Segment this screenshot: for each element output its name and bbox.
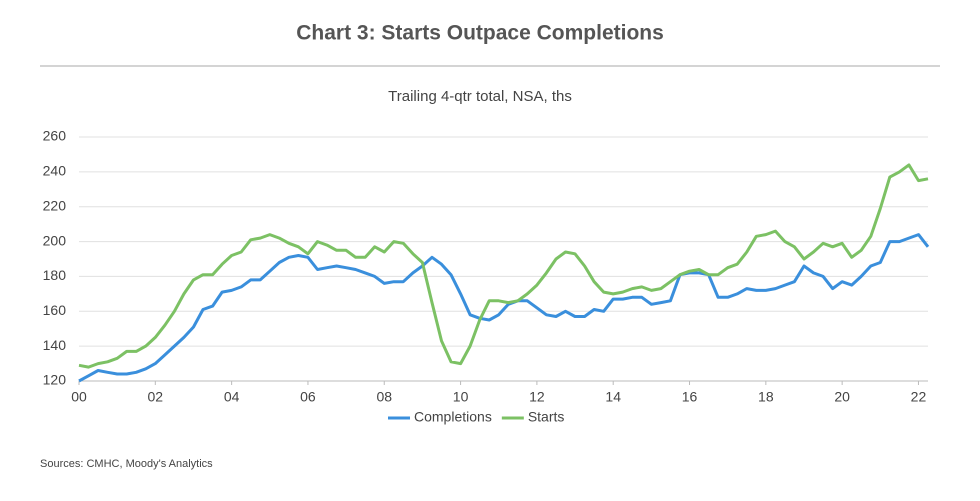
y-tick-label: 200: [43, 232, 67, 248]
x-tick-label: 08: [376, 389, 392, 405]
x-tick-label: 12: [529, 389, 545, 405]
x-tick-label: 14: [605, 389, 621, 405]
source-note: Sources: CMHC, Moody's Analytics: [40, 458, 213, 470]
x-tick-label: 10: [453, 389, 469, 405]
x-tick-label: 16: [682, 389, 698, 405]
x-tick-label: 18: [758, 389, 774, 405]
x-tick-label: 22: [911, 389, 927, 405]
chart-subtitle: Trailing 4-qtr total, NSA, ths: [388, 88, 572, 105]
series-line: [78, 233, 930, 383]
legend-label: Completions: [414, 409, 492, 425]
y-tick-label: 240: [43, 163, 67, 179]
x-tick-label: 04: [224, 389, 240, 405]
y-tick-label: 120: [43, 372, 67, 388]
y-tick-label: 160: [43, 302, 67, 318]
x-tick-label: 06: [300, 389, 316, 405]
legend-label: Starts: [528, 409, 565, 425]
chart-title: Chart 3: Starts Outpace Completions: [296, 22, 664, 45]
y-tick-label: 180: [43, 267, 67, 283]
x-tick-label: 02: [148, 389, 164, 405]
y-tick-label: 220: [43, 197, 67, 213]
y-tick-label: 260: [43, 128, 67, 144]
x-tick-label: 20: [834, 389, 850, 405]
series-line: [78, 163, 929, 369]
x-tick-label: 00: [71, 389, 87, 405]
y-tick-label: 140: [43, 337, 67, 353]
